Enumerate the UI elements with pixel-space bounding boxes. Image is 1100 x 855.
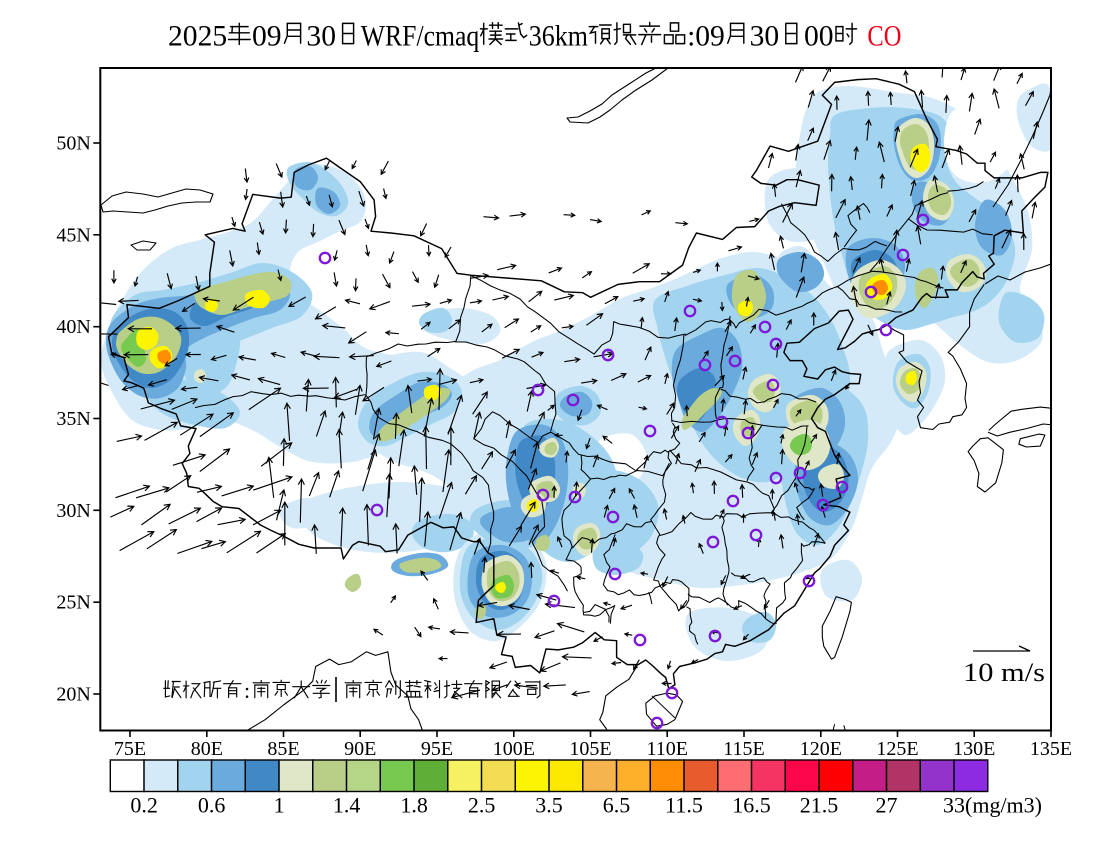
svg-text:115E: 115E — [723, 738, 764, 760]
svg-text:0.2: 0.2 — [130, 793, 158, 818]
svg-text:10 m/s: 10 m/s — [963, 658, 1045, 687]
svg-text:1: 1 — [274, 793, 285, 818]
svg-text:2025: 2025 — [168, 20, 227, 53]
svg-text:35N: 35N — [56, 408, 90, 430]
svg-text:1.8: 1.8 — [400, 793, 428, 818]
svg-text:85E: 85E — [267, 738, 299, 760]
svg-text:1.4: 1.4 — [333, 793, 361, 818]
svg-text:WRF/cmaq: WRF/cmaq — [361, 20, 479, 53]
svg-text::: : — [687, 20, 695, 53]
svg-text:09: 09 — [252, 20, 282, 53]
svg-text:75E: 75E — [114, 738, 146, 760]
svg-text:25N: 25N — [56, 592, 90, 614]
svg-text::: : — [244, 678, 250, 703]
svg-text:00: 00 — [804, 20, 834, 53]
svg-text:40N: 40N — [56, 316, 90, 338]
svg-text:6.5: 6.5 — [603, 793, 631, 818]
svg-text:125E: 125E — [876, 738, 918, 760]
svg-text:30: 30 — [750, 20, 780, 53]
svg-text:CO: CO — [867, 20, 901, 53]
svg-text:80E: 80E — [191, 738, 223, 760]
svg-text:95E: 95E — [421, 738, 453, 760]
svg-text:105E: 105E — [569, 738, 611, 760]
svg-text:135E: 135E — [1030, 738, 1072, 760]
svg-text:11.5: 11.5 — [665, 793, 703, 818]
svg-text:90E: 90E — [344, 738, 376, 760]
svg-text:2.5: 2.5 — [468, 793, 496, 818]
svg-text:33(mg/m3): 33(mg/m3) — [943, 793, 1042, 818]
svg-text:110E: 110E — [646, 738, 687, 760]
svg-text:130E: 130E — [953, 738, 995, 760]
svg-text:36km: 36km — [529, 20, 588, 53]
svg-text:21.5: 21.5 — [800, 793, 839, 818]
svg-text:20N: 20N — [56, 684, 90, 706]
svg-text:09: 09 — [695, 20, 725, 53]
svg-text:30: 30 — [306, 20, 336, 53]
svg-text:100E: 100E — [493, 738, 535, 760]
svg-text:27: 27 — [876, 793, 898, 818]
svg-text:45N: 45N — [56, 224, 90, 246]
svg-text:50N: 50N — [56, 133, 90, 155]
svg-text:16.5: 16.5 — [732, 793, 771, 818]
svg-text:120E: 120E — [800, 738, 842, 760]
svg-text:3.5: 3.5 — [535, 793, 563, 818]
svg-text:30N: 30N — [56, 500, 90, 522]
svg-text:0.6: 0.6 — [198, 793, 226, 818]
